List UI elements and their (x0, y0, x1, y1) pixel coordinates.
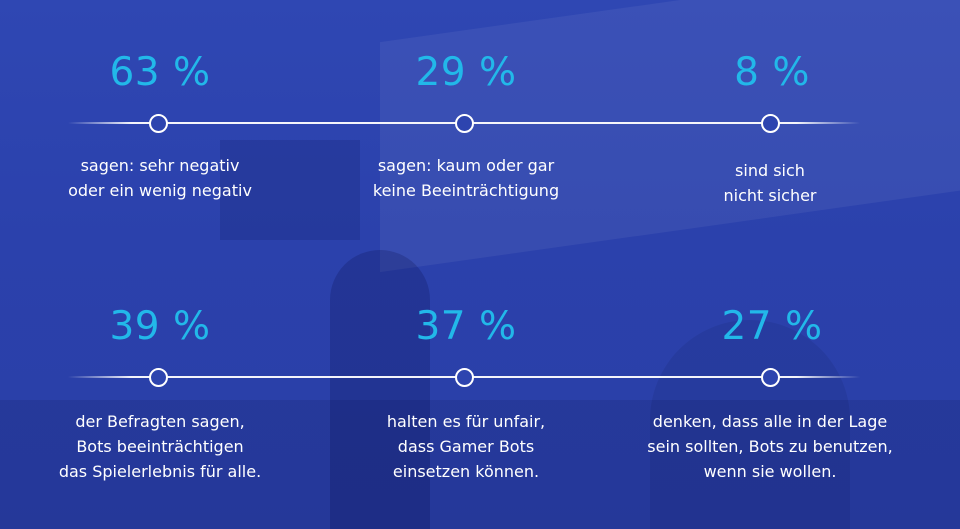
stat-percent: 29 % (415, 50, 517, 95)
background-desk-shape (0, 400, 960, 529)
timeline-dot (455, 114, 474, 133)
stat-percent: 39 % (109, 304, 211, 349)
timeline-dot (149, 114, 168, 133)
stat-description-line: oder ein wenig negativ (68, 181, 252, 200)
stat-percent: 63 % (109, 50, 211, 95)
stat-description-line: wenn sie wollen. (703, 462, 837, 481)
stat-description: der Befragten sagen, Bots beeinträchtige… (20, 409, 300, 484)
stat-description: sagen: kaum oder gar keine Beeinträchtig… (326, 153, 606, 203)
stat-description: sind sich nicht sicher (630, 158, 910, 208)
stat-description-line: halten es für unfair, (386, 412, 546, 431)
timeline-dot (761, 114, 780, 133)
timeline-dot (455, 368, 474, 387)
background-ceiling-shape (380, 0, 960, 273)
stat-percent: 27 % (721, 304, 823, 349)
stat-description-line: das Spielerlebnis für alle. (58, 462, 262, 481)
stat-description-line: sagen: sehr negativ (80, 156, 240, 175)
stat-percent: 8 % (734, 50, 810, 95)
timeline-dot (761, 368, 780, 387)
timeline-dot (149, 368, 168, 387)
stat-description-line: einsetzen können. (392, 462, 540, 481)
stat-description-line: nicht sicher (723, 186, 817, 205)
stat-description-line: sein sollten, Bots zu benutzen, (647, 437, 893, 456)
stat-description-line: der Befragten sagen, (75, 412, 245, 431)
stat-description: halten es für unfair, dass Gamer Bots ei… (326, 409, 606, 484)
stat-percent: 37 % (415, 304, 517, 349)
stat-description-line: denken, dass alle in der Lage (652, 412, 888, 431)
stat-description-line: keine Beeinträchtigung (372, 181, 560, 200)
background-person-shape-2 (650, 320, 850, 529)
background-monitor-shape (220, 140, 360, 240)
stat-description-line: sagen: kaum oder gar (377, 156, 555, 175)
stat-description: denken, dass alle in der Lage sein sollt… (618, 409, 922, 484)
stat-description-line: dass Gamer Bots (397, 437, 535, 456)
stat-description-line: Bots beeinträchtigen (76, 437, 244, 456)
stat-description: sagen: sehr negativ oder ein wenig negat… (20, 153, 300, 203)
stat-description-line: sind sich (735, 161, 805, 180)
background-person-shape (330, 250, 430, 529)
